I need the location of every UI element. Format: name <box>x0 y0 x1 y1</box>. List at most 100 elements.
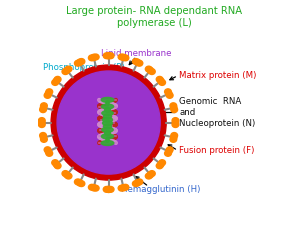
Text: Genomic  RNA
and
Nucleoprotein (N): Genomic RNA and Nucleoprotein (N) <box>179 97 255 128</box>
Circle shape <box>91 54 97 61</box>
Circle shape <box>57 71 160 174</box>
Ellipse shape <box>122 184 129 190</box>
Circle shape <box>45 148 52 155</box>
Circle shape <box>53 78 59 84</box>
Ellipse shape <box>78 58 85 64</box>
Ellipse shape <box>105 107 110 112</box>
Ellipse shape <box>171 107 178 112</box>
Circle shape <box>40 105 46 111</box>
Circle shape <box>76 180 83 186</box>
Ellipse shape <box>106 101 109 106</box>
Circle shape <box>64 172 70 178</box>
Ellipse shape <box>101 141 114 146</box>
Ellipse shape <box>102 111 113 116</box>
Ellipse shape <box>105 130 110 135</box>
Ellipse shape <box>165 151 171 156</box>
Circle shape <box>158 161 164 167</box>
Text: Hemagglutinin (H): Hemagglutinin (H) <box>122 185 201 194</box>
Ellipse shape <box>172 122 179 128</box>
Ellipse shape <box>171 133 178 138</box>
Ellipse shape <box>133 181 139 187</box>
Circle shape <box>158 78 164 84</box>
Circle shape <box>106 186 112 193</box>
Ellipse shape <box>74 179 81 185</box>
Ellipse shape <box>156 76 163 82</box>
Circle shape <box>172 119 178 126</box>
Ellipse shape <box>38 122 45 128</box>
Circle shape <box>120 184 127 191</box>
Ellipse shape <box>40 137 47 142</box>
Circle shape <box>39 119 45 126</box>
Text: Fusion protein (F): Fusion protein (F) <box>179 146 254 155</box>
Ellipse shape <box>92 54 99 60</box>
Circle shape <box>51 65 166 180</box>
Circle shape <box>147 67 153 73</box>
Text: Lipid membrane: Lipid membrane <box>101 49 172 58</box>
Circle shape <box>40 134 46 141</box>
Ellipse shape <box>102 127 113 132</box>
Circle shape <box>64 78 153 167</box>
Ellipse shape <box>118 54 125 60</box>
Ellipse shape <box>92 185 99 191</box>
Ellipse shape <box>156 163 163 169</box>
Ellipse shape <box>107 187 114 192</box>
Ellipse shape <box>78 181 85 187</box>
Ellipse shape <box>103 187 110 192</box>
Ellipse shape <box>172 118 179 124</box>
Ellipse shape <box>103 117 112 122</box>
Ellipse shape <box>146 173 152 179</box>
Ellipse shape <box>103 121 112 126</box>
Circle shape <box>56 70 161 175</box>
Ellipse shape <box>122 55 129 61</box>
Ellipse shape <box>62 69 69 74</box>
Ellipse shape <box>170 137 177 142</box>
Ellipse shape <box>170 103 177 109</box>
Ellipse shape <box>54 163 61 169</box>
Ellipse shape <box>148 69 155 74</box>
Circle shape <box>45 90 52 97</box>
Ellipse shape <box>62 171 69 176</box>
Ellipse shape <box>40 133 46 138</box>
Ellipse shape <box>159 80 166 85</box>
Ellipse shape <box>146 66 152 72</box>
Ellipse shape <box>118 185 125 191</box>
Ellipse shape <box>101 134 114 139</box>
Ellipse shape <box>52 80 59 85</box>
Circle shape <box>171 134 177 141</box>
Ellipse shape <box>107 53 114 59</box>
Ellipse shape <box>101 97 114 102</box>
Ellipse shape <box>65 66 72 72</box>
Ellipse shape <box>106 137 109 142</box>
Ellipse shape <box>46 89 53 95</box>
Ellipse shape <box>103 53 110 59</box>
Text: Phosphoprotein (P): Phosphoprotein (P) <box>43 63 124 72</box>
Circle shape <box>134 180 141 186</box>
Ellipse shape <box>167 147 173 153</box>
Ellipse shape <box>133 58 139 64</box>
Circle shape <box>166 148 172 155</box>
Ellipse shape <box>65 173 72 179</box>
Ellipse shape <box>88 55 95 61</box>
Text: Large protein- RNA dependant RNA
polymerase (L): Large protein- RNA dependant RNA polymer… <box>66 6 242 28</box>
Ellipse shape <box>136 60 143 66</box>
Ellipse shape <box>101 104 114 109</box>
Ellipse shape <box>40 103 47 109</box>
Circle shape <box>166 90 172 97</box>
Circle shape <box>106 53 112 59</box>
Ellipse shape <box>44 92 51 98</box>
Ellipse shape <box>148 171 155 176</box>
Ellipse shape <box>44 147 51 153</box>
Ellipse shape <box>74 60 81 66</box>
Circle shape <box>134 59 141 65</box>
Ellipse shape <box>167 92 173 98</box>
Ellipse shape <box>159 160 166 166</box>
Ellipse shape <box>54 76 61 82</box>
Ellipse shape <box>103 114 112 119</box>
Text: Matrix protein (M): Matrix protein (M) <box>179 71 256 80</box>
Ellipse shape <box>40 107 46 112</box>
Circle shape <box>120 54 127 61</box>
Circle shape <box>53 161 59 167</box>
Circle shape <box>91 184 97 191</box>
Circle shape <box>171 105 177 111</box>
Ellipse shape <box>165 89 171 95</box>
